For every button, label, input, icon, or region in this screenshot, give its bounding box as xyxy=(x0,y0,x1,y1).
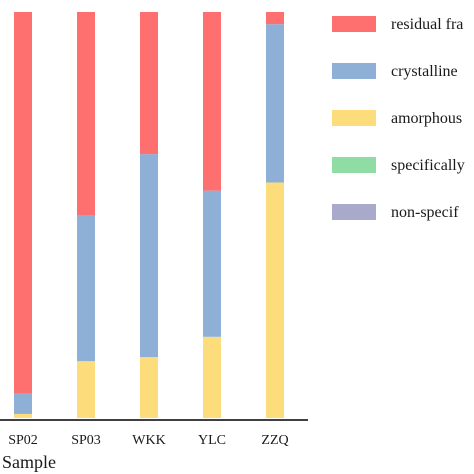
bar-sp02-amorphous xyxy=(14,413,32,418)
bar-ylc-residual-fra xyxy=(203,12,221,191)
bar-wkk-crystalline xyxy=(140,154,158,358)
legend: residual fra crystalline amorphous specific… xyxy=(332,16,465,221)
legend-label-crystalline: crystalline xyxy=(391,63,458,80)
bar-sp02-crystalline xyxy=(14,393,32,414)
bar-zzq-amorphous xyxy=(266,182,284,418)
bar-sp03-crystalline xyxy=(77,215,95,362)
legend-swatch-specifically xyxy=(332,157,376,173)
bar-sp02-residual-fra xyxy=(14,12,32,394)
x-tick-label-zzq: ZZQ xyxy=(261,433,288,448)
legend-swatch-amorphous xyxy=(332,110,376,126)
bar-zzq-crystalline xyxy=(266,24,284,183)
legend-swatch-non-specif xyxy=(332,204,376,220)
legend-label-amorphous: amorphous xyxy=(391,110,462,127)
x-tick-label-sp02: SP02 xyxy=(8,433,38,448)
legend-swatch-crystalline xyxy=(332,63,376,79)
bar-wkk-amorphous xyxy=(140,357,158,418)
bar-wkk-residual-fra xyxy=(140,12,158,155)
bar-ylc-crystalline xyxy=(203,190,221,337)
bar-zzq-residual-fra xyxy=(266,12,284,25)
bar-sp03-residual-fra xyxy=(77,12,95,215)
legend-label-residual-fra: residual fra xyxy=(391,16,463,33)
x-tick-label-sp03: SP03 xyxy=(71,433,101,448)
legend-label-non-specif: non-specif xyxy=(391,204,459,221)
bars-group xyxy=(14,12,284,418)
x-axis-label: Sample xyxy=(2,452,56,472)
legend-swatch-residual-fra xyxy=(332,16,376,32)
bar-sp03-amorphous xyxy=(77,361,95,418)
bar-ylc-amorphous xyxy=(203,336,221,418)
legend-label-specifically: specifically xyxy=(391,157,465,174)
x-tick-label-wkk: WKK xyxy=(132,433,165,448)
x-tick-labels: SP02 SP03 WKK YLC ZZQ xyxy=(8,433,288,448)
x-tick-label-ylc: YLC xyxy=(198,433,226,448)
